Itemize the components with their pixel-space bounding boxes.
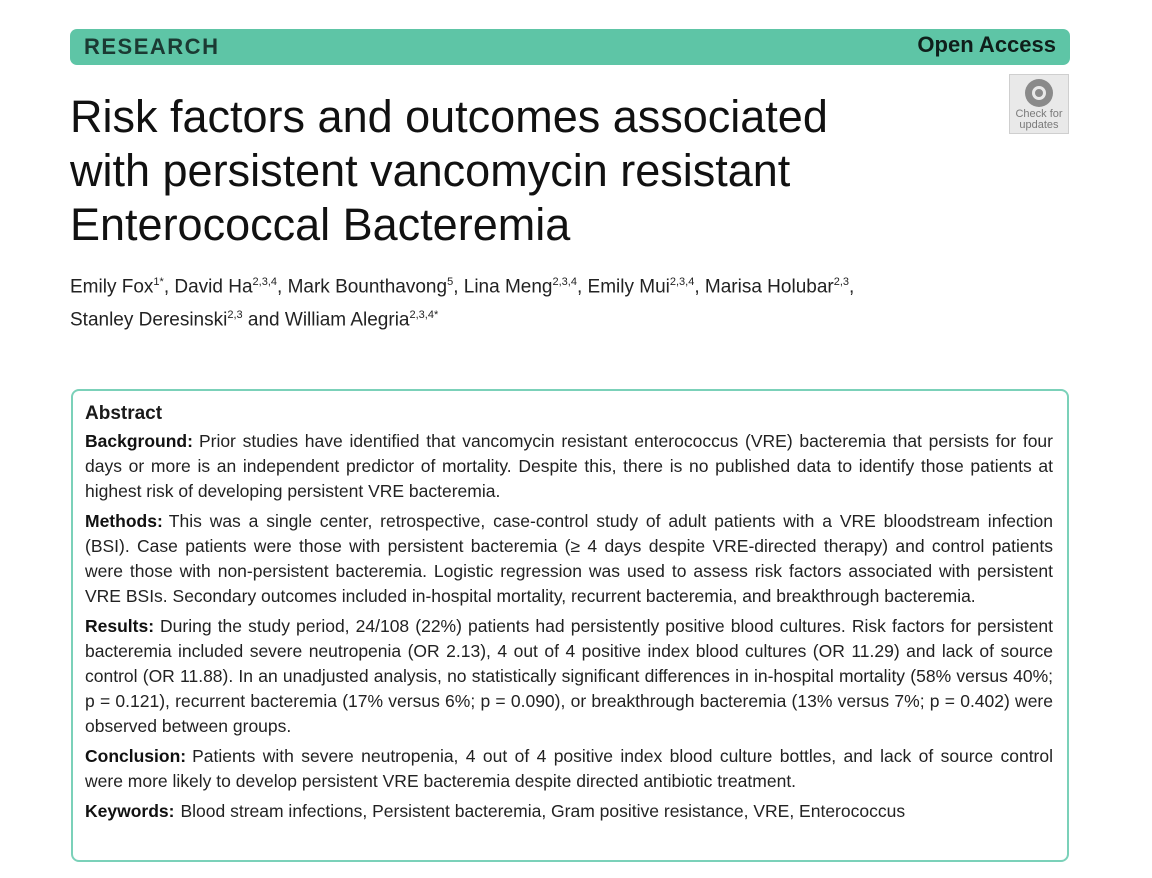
title-line: Risk factors and outcomes associated: [70, 91, 828, 142]
results-text: During the study period, 24/108 (22%) pa…: [85, 616, 1053, 736]
author-line-1: Emily Fox1*, David Ha2,3,4, Mark Bountha…: [70, 268, 1070, 301]
author-separator: and: [242, 309, 285, 331]
author-affiliation: 2,3,4: [252, 276, 277, 288]
section-label: RESEARCH: [84, 34, 220, 59]
author-name[interactable]: Emily Fox: [70, 276, 154, 298]
results-label: Results:: [85, 616, 155, 636]
author-name[interactable]: Lina Meng: [463, 276, 553, 298]
author-affiliation: 2,3,4: [552, 276, 577, 288]
author-separator: ,: [277, 276, 288, 298]
abstract-background: Background: Prior studies have identified…: [85, 429, 1053, 504]
check-for-updates-text: Check for updates: [1015, 109, 1062, 131]
author-name[interactable]: William Alegria: [284, 309, 410, 331]
open-access-label[interactable]: Open Access: [917, 32, 1056, 57]
badge-line-1: Check for: [1015, 108, 1063, 120]
author-affiliation: 2,3,4: [669, 276, 695, 288]
author-name[interactable]: Emily Mui: [587, 276, 670, 298]
author-affiliation: 5: [447, 276, 454, 288]
author-name[interactable]: Mark Bounthavong: [287, 276, 448, 298]
author-separator: ,: [576, 276, 588, 298]
author-line-2: Stanley Deresinski2,3 and William Alegri…: [70, 301, 1070, 334]
methods-text: This was a single center, retrospective,…: [85, 511, 1053, 606]
author-separator: ,: [694, 276, 705, 298]
author-affiliation: 2,3: [833, 276, 850, 288]
abstract-conclusion: Conclusion: Patients with severe neutrope…: [85, 744, 1053, 794]
check-for-updates-icon: [1025, 79, 1053, 107]
check-for-updates-badge[interactable]: Check for updates: [1009, 74, 1069, 134]
author-name[interactable]: Marisa Holubar: [704, 276, 834, 298]
author-name[interactable]: David Ha: [174, 276, 253, 298]
abstract-heading: Abstract: [85, 403, 163, 424]
abstract-keywords: Keywords: Blood stream infections, Persis…: [85, 799, 1053, 824]
abstract-results: Results: During the study period, 24/108 …: [85, 614, 1053, 739]
title-line: Enterococcal Bacteremia: [70, 199, 571, 250]
author-affiliation: 2,3,4*: [409, 309, 439, 322]
methods-label: Methods:: [85, 511, 163, 531]
conclusion-label: Conclusion:: [85, 746, 187, 766]
conclusion-text: Patients with severe neutropenia, 4 out …: [85, 746, 1053, 791]
keywords-label: Keywords:: [85, 801, 175, 821]
article-type-banner: RESEARCH Open Access: [70, 29, 1070, 65]
background-text: Prior studies have identified that vanco…: [85, 431, 1053, 501]
abstract-box: Abstract Background: Prior studies have i…: [71, 389, 1069, 862]
author-affiliation: 2,3: [227, 309, 243, 322]
author-name[interactable]: Stanley Deresinski: [70, 309, 228, 331]
background-label: Background:: [85, 431, 193, 451]
author-list: Emily Fox1*, David Ha2,3,4, Mark Bountha…: [70, 268, 1070, 335]
author-separator: ,: [453, 276, 464, 298]
badge-line-2: updates: [1019, 119, 1059, 131]
author-separator: ,: [163, 276, 175, 298]
author-affiliation: 1*: [153, 276, 164, 288]
keywords-text: Blood stream infections, Persistent bact…: [180, 801, 906, 821]
title-line: with persistent vancomycin resistant: [70, 145, 791, 196]
abstract-methods: Methods: This was a single center, retros…: [85, 509, 1053, 609]
article-title: Risk factors and outcomes associated wit…: [70, 90, 930, 252]
author-separator: ,: [849, 276, 855, 298]
